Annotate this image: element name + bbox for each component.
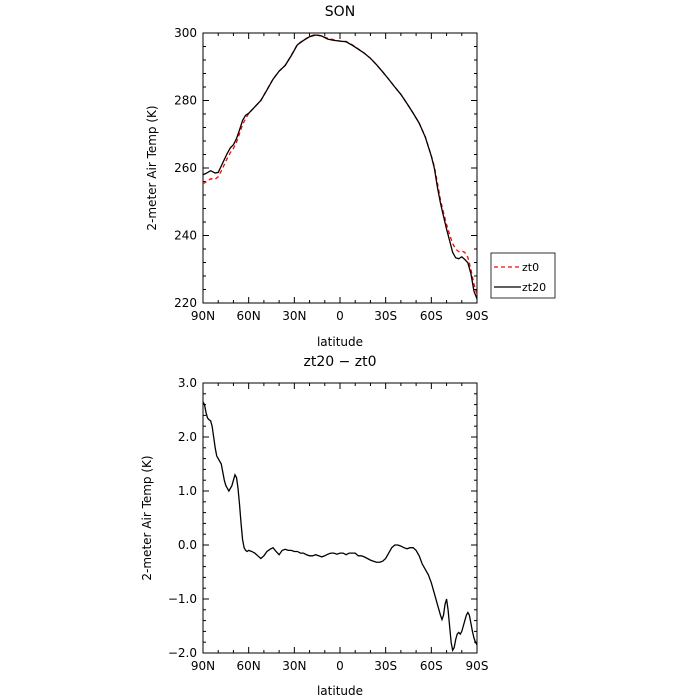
- bottom-series-group: [202, 401, 478, 653]
- top-x-tick-label: 90N: [191, 309, 215, 323]
- bottom-y-tick-label: −2.0: [168, 646, 197, 660]
- top-series-line-zt20: [202, 34, 478, 300]
- top-x-tick-label: 60S: [420, 309, 443, 323]
- bottom-x-tick-label: 30N: [282, 659, 306, 673]
- bottom-plot-frame: [202, 382, 478, 654]
- top-y-tick-label: 260: [174, 161, 197, 175]
- bottom-series-line-0: [202, 401, 478, 653]
- top-plot-frame: [202, 32, 478, 304]
- top-y-tick-label: 220: [174, 296, 197, 310]
- bottom-y-axis-label: 2-meter Air Temp (K): [140, 455, 154, 580]
- top-y-tick-label: 280: [174, 94, 197, 108]
- top-chart-title: SON: [325, 4, 355, 20]
- bottom-y-tick-label: 1.0: [178, 484, 197, 498]
- top-ticks: 90N 60N 30N 0 30S 60S 90S 220 240 260 280 300: [174, 26, 488, 323]
- bottom-y-tick-label: 2.0: [178, 430, 197, 444]
- top-panel: 90N 60N 30N 0 30S 60S 90S 220 240 260 280 300 SON l…: [145, 4, 488, 349]
- top-x-tick-label: 0: [336, 309, 344, 323]
- bottom-x-tick-label: 0: [336, 659, 344, 673]
- bottom-y-tick-label: 0.0: [178, 538, 197, 552]
- bottom-ticks: 90N 60N 30N 0 30S 60S 90S −2.0 −1.0 0.0 1.0 2.0 3.0: [168, 376, 489, 673]
- bottom-x-tick-label: 30S: [374, 659, 397, 673]
- bottom-y-tick-label: 3.0: [178, 376, 197, 390]
- bottom-x-tick-label: 90N: [191, 659, 215, 673]
- bottom-y-tick-label: −1.0: [168, 592, 197, 606]
- legend-label-zt0: zt0: [522, 261, 539, 274]
- legend: zt0 zt20: [490, 252, 556, 299]
- top-x-tick-label: 90S: [466, 309, 489, 323]
- bottom-x-tick-label: 90S: [466, 659, 489, 673]
- top-series-group: [202, 33, 478, 300]
- bottom-panel: 90N 60N 30N 0 30S 60S 90S−2.0−1.00.01.02.03.0 …: [140, 354, 488, 698]
- legend-label-zt20: zt20: [522, 281, 546, 294]
- top-series-line-zt0: [202, 33, 478, 295]
- bottom-x-axis-label: latitude: [317, 684, 363, 698]
- top-x-tick-label: 30N: [282, 309, 306, 323]
- top-x-tick-label: 30S: [374, 309, 397, 323]
- bottom-x-tick-label: 60N: [237, 659, 261, 673]
- top-x-axis-label: latitude: [317, 335, 363, 349]
- top-y-tick-label: 240: [174, 229, 197, 243]
- top-y-tick-label: 300: [174, 26, 197, 40]
- bottom-x-tick-label: 60S: [420, 659, 443, 673]
- legend-box: [490, 252, 556, 299]
- top-y-axis-label: 2-meter Air Temp (K): [145, 105, 159, 230]
- bottom-chart-title: zt20 − zt0: [303, 354, 376, 370]
- top-x-tick-label: 60N: [237, 309, 261, 323]
